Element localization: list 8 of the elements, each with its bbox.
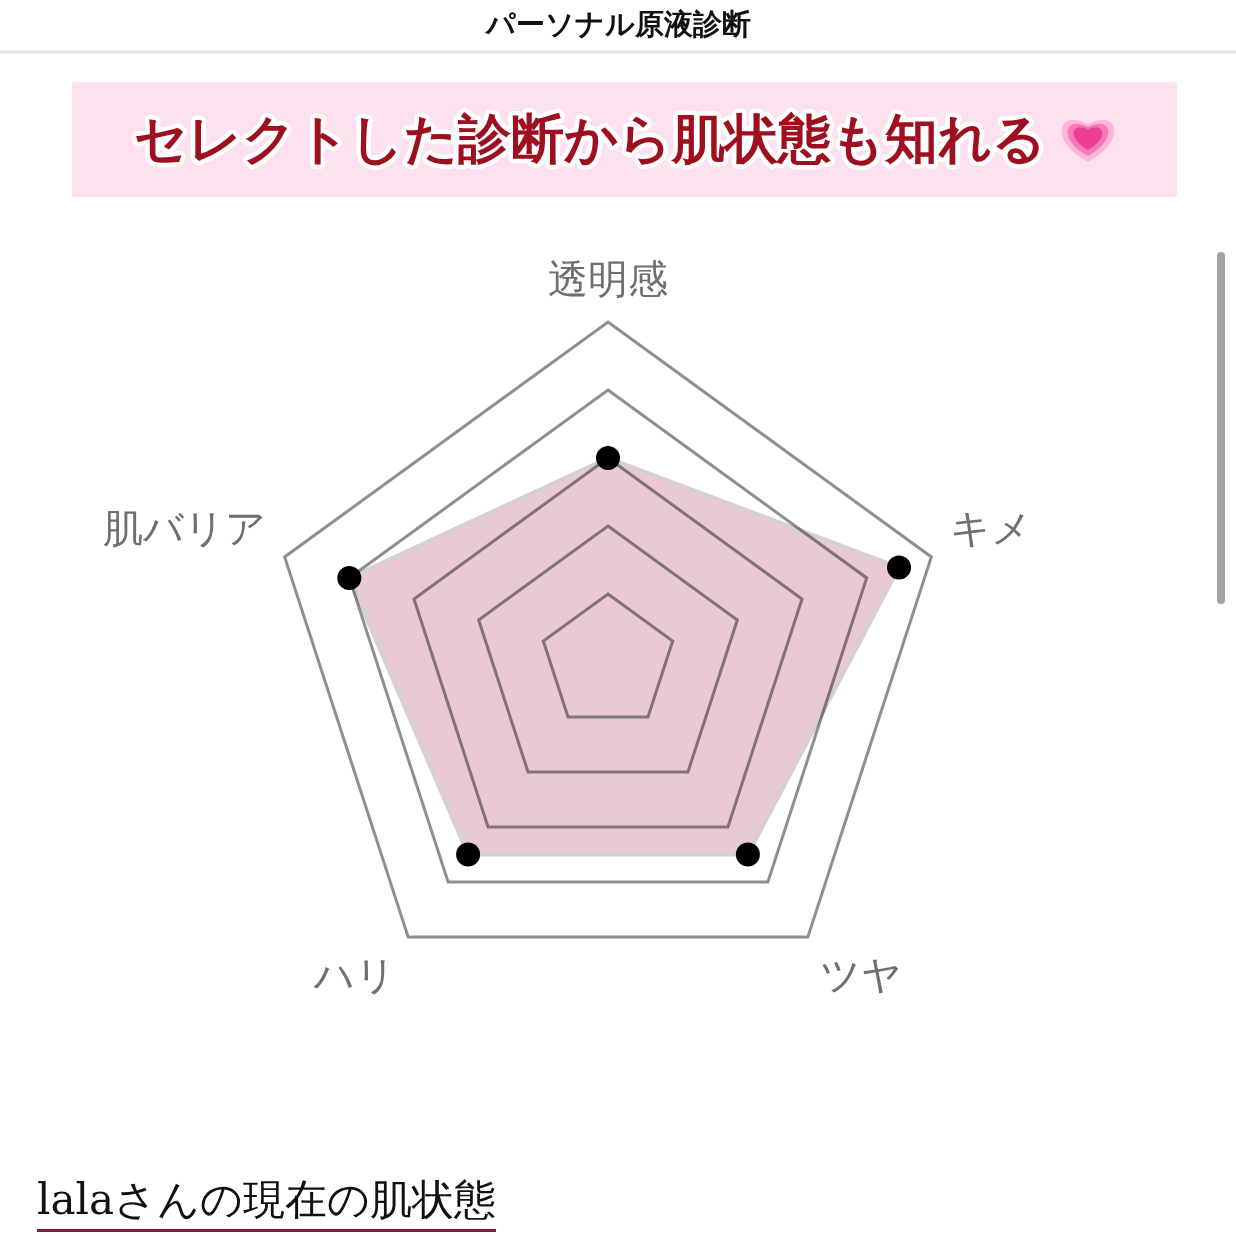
chart-subtitle: セレクトした診断から肌状態も知れる <box>134 108 1046 169</box>
spoke-label: ツヤ <box>819 952 902 999</box>
spoke-label: キメ <box>950 504 1033 551</box>
chart-title: パーソナル原液診断 <box>483 7 751 41</box>
spoke-label: ハリ <box>313 952 397 999</box>
spoke-label: 透明感 <box>548 256 668 302</box>
spoke-label: 肌バリア <box>102 504 266 551</box>
text: lalaさんの現在の肌状態 <box>37 1175 496 1224</box>
